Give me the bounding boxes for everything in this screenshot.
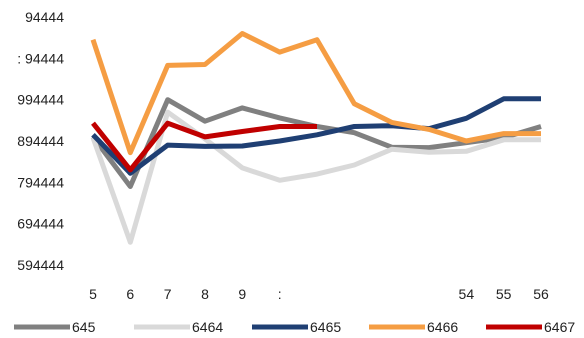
y-tick-label: : 94444 [17, 50, 64, 66]
series-line-6465 [91, 96, 541, 176]
x-tick-label: 8 [201, 286, 209, 302]
x-axis-tick-labels: 5 6 7 8 9:54 55 56 [89, 286, 549, 302]
series-line-6464 [90, 109, 541, 245]
x-tick-label: 6 [126, 286, 134, 302]
legend-label: 6464 [192, 319, 223, 335]
series-lines [90, 31, 542, 245]
y-tick-label: 994444 [17, 92, 64, 108]
x-tick-label: 56 [533, 286, 549, 302]
x-tick-label: : [278, 286, 282, 302]
x-tick-label: 5 [89, 286, 97, 302]
legend: 645 6464 6465 6466 6467 [14, 319, 575, 335]
legend-label: 645 [72, 319, 96, 335]
series-line-6467 [91, 120, 317, 173]
y-tick-label: 594444 [17, 257, 64, 273]
y-tick-label: 794444 [17, 174, 64, 190]
y-tick-label: 894444 [17, 133, 64, 149]
y-axis-tick-labels: 94444 : 94444 994444 894444 794444 694444 5944… [17, 9, 64, 273]
y-tick-label: 94444 [25, 9, 64, 25]
legend-label: 6466 [427, 319, 458, 335]
series-line-6466 [90, 31, 541, 156]
legend-label: 6465 [310, 319, 341, 335]
x-tick-label: 7 [164, 286, 172, 302]
y-tick-label: 694444 [17, 216, 64, 232]
x-tick-label: 9 [238, 286, 246, 302]
legend-label: 6467 [544, 319, 575, 335]
x-tick-label: 55 [496, 286, 512, 302]
x-tick-label: 54 [459, 286, 475, 302]
